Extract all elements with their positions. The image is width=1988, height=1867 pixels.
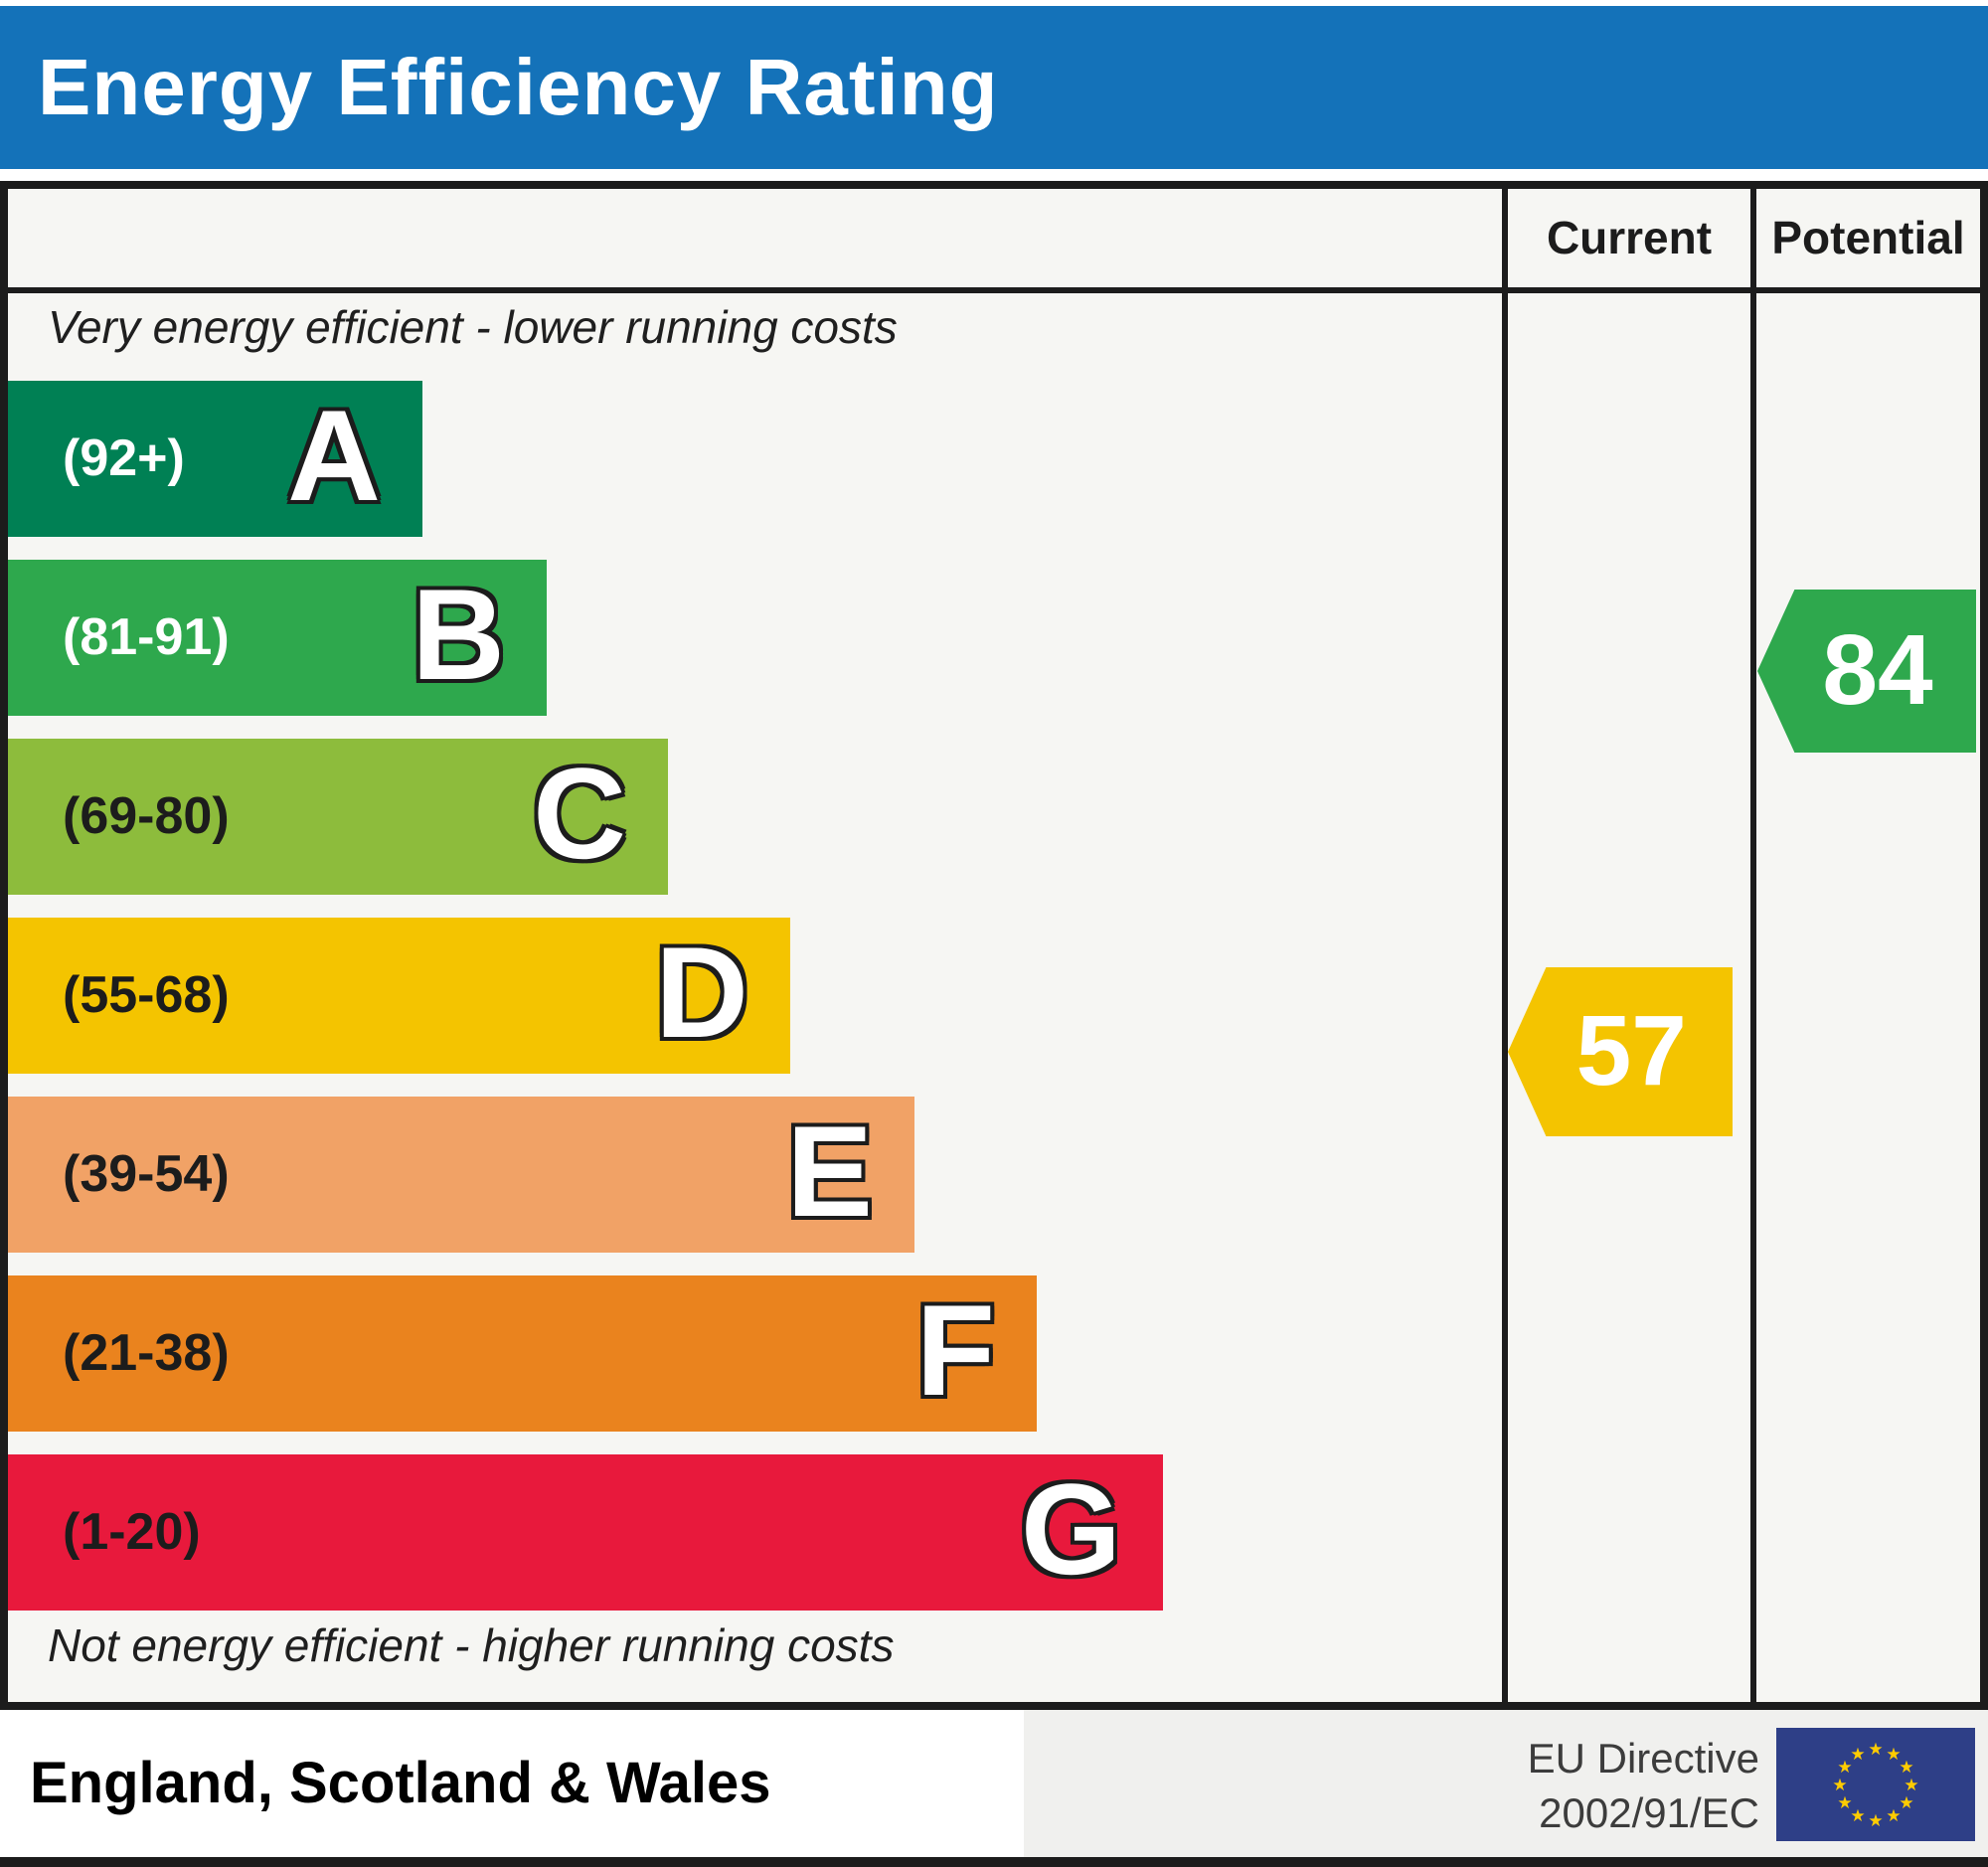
band-c-range: (69-80): [63, 787, 230, 845]
eu-flag-icon: ★ ★ ★ ★ ★ ★ ★ ★ ★ ★ ★ ★: [1776, 1728, 1975, 1841]
band-c: (69-80) C: [8, 739, 668, 895]
divider-header-row: [8, 287, 1980, 293]
current-rating-pointer: 57: [1508, 967, 1733, 1136]
column-header-potential: Potential: [1771, 212, 1965, 263]
potential-rating-value: 84: [1822, 614, 1933, 726]
band-a-letter: A: [287, 383, 381, 528]
band-a-range: (92+): [63, 429, 185, 487]
band-d: (55-68) D: [8, 918, 790, 1074]
band-e: (39-54) E: [8, 1097, 914, 1253]
page-title: Energy Efficiency Rating: [38, 43, 999, 131]
eu-directive-label: EU Directive 2002/91/EC: [1372, 1732, 1759, 1840]
svg-text:★: ★: [1899, 1793, 1913, 1813]
band-g: (1-20) G: [8, 1454, 1163, 1611]
footer: England, Scotland & Wales EU Directive 2…: [0, 1710, 1988, 1867]
title-bar: Energy Efficiency Rating: [0, 6, 1988, 169]
band-d-letter: D: [655, 920, 748, 1065]
note-not-efficient: Not energy efficient - higher running co…: [48, 1619, 895, 1671]
band-b: (81-91) B: [8, 560, 547, 716]
divider-potential-column: [1750, 189, 1756, 1702]
divider-current-column: [1502, 189, 1508, 1702]
eu-directive-line1: EU Directive: [1527, 1735, 1759, 1782]
svg-text:★: ★: [1899, 1758, 1913, 1778]
band-e-range: (39-54): [63, 1145, 230, 1203]
svg-text:★: ★: [1868, 1811, 1883, 1831]
band-d-range: (55-68): [63, 966, 230, 1024]
band-g-letter: G: [1020, 1456, 1121, 1602]
band-b-letter: B: [412, 562, 505, 707]
band-b-range: (81-91): [63, 608, 230, 666]
svg-text:★: ★: [1904, 1776, 1918, 1795]
svg-text:★: ★: [1837, 1793, 1852, 1813]
potential-rating-pointer: 84: [1757, 590, 1976, 753]
band-g-range: (1-20): [63, 1503, 201, 1561]
band-a: (92+) A: [8, 381, 422, 537]
rating-table: Current Potential Very energy efficient …: [0, 181, 1988, 1710]
band-e-letter: E: [786, 1099, 873, 1244]
current-rating-value: 57: [1575, 995, 1687, 1106]
svg-text:★: ★: [1886, 1745, 1901, 1765]
svg-text:★: ★: [1886, 1806, 1901, 1826]
band-c-letter: C: [533, 741, 626, 886]
band-f-letter: F: [915, 1277, 995, 1423]
svg-text:★: ★: [1850, 1806, 1865, 1826]
svg-text:★: ★: [1868, 1740, 1883, 1760]
band-f: (21-38) F: [8, 1275, 1037, 1432]
eu-directive-line2: 2002/91/EC: [1539, 1788, 1759, 1836]
svg-text:★: ★: [1832, 1776, 1847, 1795]
column-header-current: Current: [1546, 212, 1713, 263]
svg-text:★: ★: [1850, 1745, 1865, 1765]
band-f-range: (21-38): [63, 1324, 230, 1382]
note-very-efficient: Very energy efficient - lower running co…: [48, 301, 898, 353]
region-label: England, Scotland & Wales: [30, 1751, 771, 1815]
svg-text:★: ★: [1837, 1758, 1852, 1778]
